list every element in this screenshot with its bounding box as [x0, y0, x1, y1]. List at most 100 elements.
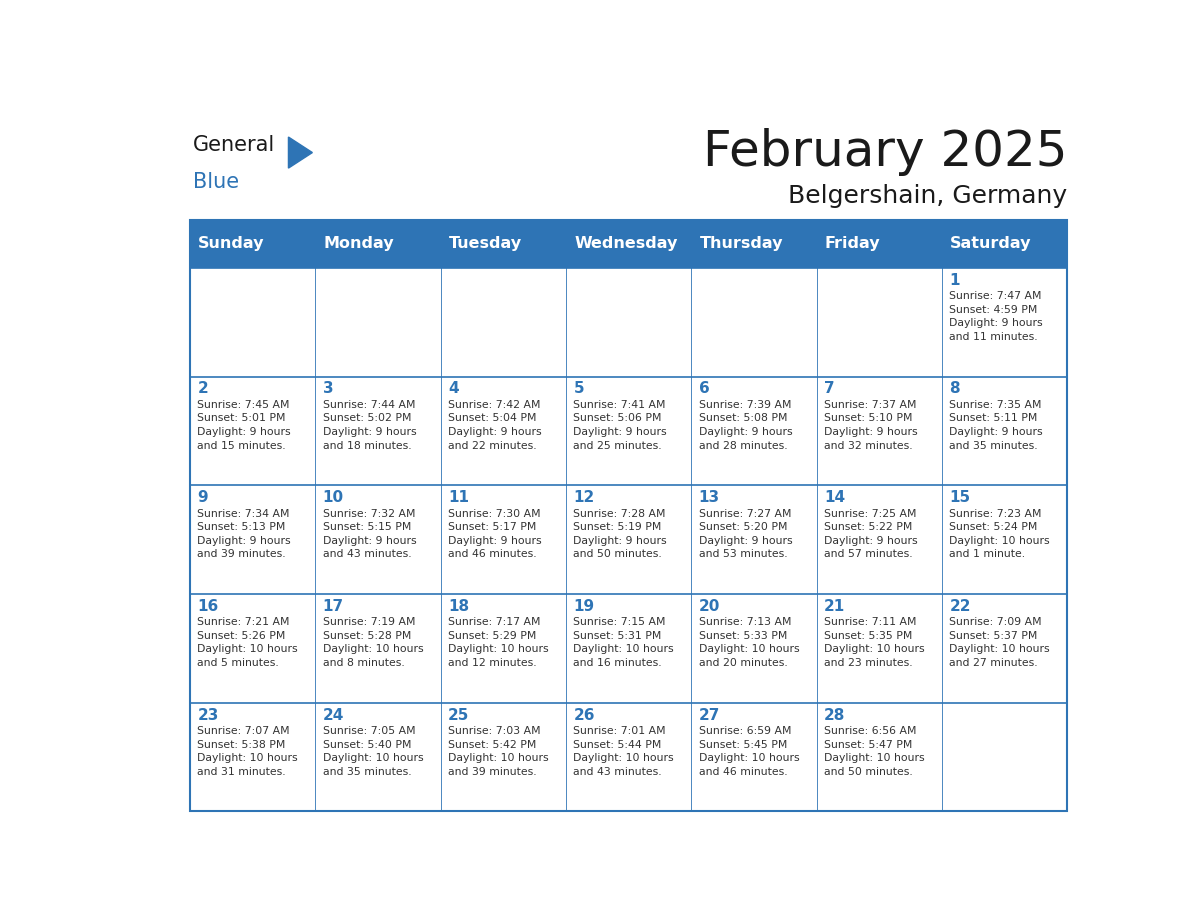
Bar	[816, 486, 942, 594]
Text: 4: 4	[448, 382, 459, 397]
Text: Sunrise: 7:45 AM
Sunset: 5:01 PM
Daylight: 9 hours
and 15 minutes.: Sunrise: 7:45 AM Sunset: 5:01 PM Dayligh…	[197, 400, 291, 451]
Bar	[691, 376, 816, 486]
Bar	[190, 268, 315, 376]
Text: Sunrise: 7:23 AM
Sunset: 5:24 PM
Daylight: 10 hours
and 1 minute.: Sunrise: 7:23 AM Sunset: 5:24 PM Dayligh…	[949, 509, 1050, 559]
Bar	[315, 268, 441, 376]
Text: Blue: Blue	[192, 173, 239, 193]
Text: Sunrise: 7:03 AM
Sunset: 5:42 PM
Daylight: 10 hours
and 39 minutes.: Sunrise: 7:03 AM Sunset: 5:42 PM Dayligh…	[448, 726, 549, 777]
Bar	[441, 486, 565, 594]
Text: 5: 5	[574, 382, 584, 397]
Bar	[565, 702, 691, 812]
Text: 17: 17	[323, 599, 343, 614]
Bar	[441, 702, 565, 812]
Text: 20: 20	[699, 599, 720, 614]
Bar	[942, 594, 1067, 702]
Text: Sunrise: 7:47 AM
Sunset: 4:59 PM
Daylight: 9 hours
and 11 minutes.: Sunrise: 7:47 AM Sunset: 4:59 PM Dayligh…	[949, 291, 1043, 341]
Polygon shape	[289, 137, 312, 168]
Bar	[315, 376, 441, 486]
Text: Sunrise: 7:32 AM
Sunset: 5:15 PM
Daylight: 9 hours
and 43 minutes.: Sunrise: 7:32 AM Sunset: 5:15 PM Dayligh…	[323, 509, 416, 559]
Bar	[691, 594, 816, 702]
Text: Sunrise: 6:56 AM
Sunset: 5:47 PM
Daylight: 10 hours
and 50 minutes.: Sunrise: 6:56 AM Sunset: 5:47 PM Dayligh…	[824, 726, 924, 777]
Text: Belgershain, Germany: Belgershain, Germany	[788, 185, 1067, 208]
Text: 1: 1	[949, 273, 960, 287]
Bar	[565, 268, 691, 376]
Bar	[190, 594, 315, 702]
Text: Sunrise: 7:30 AM
Sunset: 5:17 PM
Daylight: 9 hours
and 46 minutes.: Sunrise: 7:30 AM Sunset: 5:17 PM Dayligh…	[448, 509, 542, 559]
Text: 11: 11	[448, 490, 469, 505]
Text: 13: 13	[699, 490, 720, 505]
Text: Tuesday: Tuesday	[449, 236, 522, 252]
Text: Sunrise: 7:13 AM
Sunset: 5:33 PM
Daylight: 10 hours
and 20 minutes.: Sunrise: 7:13 AM Sunset: 5:33 PM Dayligh…	[699, 617, 800, 668]
Text: Sunrise: 7:25 AM
Sunset: 5:22 PM
Daylight: 9 hours
and 57 minutes.: Sunrise: 7:25 AM Sunset: 5:22 PM Dayligh…	[824, 509, 917, 559]
Bar	[942, 376, 1067, 486]
Text: Sunrise: 7:09 AM
Sunset: 5:37 PM
Daylight: 10 hours
and 27 minutes.: Sunrise: 7:09 AM Sunset: 5:37 PM Dayligh…	[949, 617, 1050, 668]
Text: Wednesday: Wednesday	[574, 236, 677, 252]
Text: Sunrise: 7:34 AM
Sunset: 5:13 PM
Daylight: 9 hours
and 39 minutes.: Sunrise: 7:34 AM Sunset: 5:13 PM Dayligh…	[197, 509, 291, 559]
Bar	[691, 486, 816, 594]
Text: 26: 26	[574, 708, 595, 722]
Bar	[315, 594, 441, 702]
Bar	[942, 702, 1067, 812]
Text: Sunrise: 7:37 AM
Sunset: 5:10 PM
Daylight: 9 hours
and 32 minutes.: Sunrise: 7:37 AM Sunset: 5:10 PM Dayligh…	[824, 400, 917, 451]
Bar	[565, 486, 691, 594]
Text: Sunrise: 7:44 AM
Sunset: 5:02 PM
Daylight: 9 hours
and 18 minutes.: Sunrise: 7:44 AM Sunset: 5:02 PM Dayligh…	[323, 400, 416, 451]
Bar	[565, 376, 691, 486]
Text: Sunday: Sunday	[198, 236, 265, 252]
Bar	[441, 594, 565, 702]
Text: Sunrise: 7:15 AM
Sunset: 5:31 PM
Daylight: 10 hours
and 16 minutes.: Sunrise: 7:15 AM Sunset: 5:31 PM Dayligh…	[574, 617, 674, 668]
Text: 19: 19	[574, 599, 594, 614]
Text: Sunrise: 7:28 AM
Sunset: 5:19 PM
Daylight: 9 hours
and 50 minutes.: Sunrise: 7:28 AM Sunset: 5:19 PM Dayligh…	[574, 509, 666, 559]
Bar	[190, 219, 1067, 812]
Bar	[190, 219, 1067, 268]
Text: Monday: Monday	[323, 236, 394, 252]
Text: 24: 24	[323, 708, 345, 722]
Text: Sunrise: 7:39 AM
Sunset: 5:08 PM
Daylight: 9 hours
and 28 minutes.: Sunrise: 7:39 AM Sunset: 5:08 PM Dayligh…	[699, 400, 792, 451]
Text: 6: 6	[699, 382, 709, 397]
Text: 22: 22	[949, 599, 971, 614]
Bar	[190, 702, 315, 812]
Bar	[816, 376, 942, 486]
Text: Friday: Friday	[824, 236, 880, 252]
Bar	[942, 268, 1067, 376]
Bar	[441, 268, 565, 376]
Text: Thursday: Thursday	[700, 236, 783, 252]
Text: Sunrise: 7:07 AM
Sunset: 5:38 PM
Daylight: 10 hours
and 31 minutes.: Sunrise: 7:07 AM Sunset: 5:38 PM Dayligh…	[197, 726, 298, 777]
Text: 12: 12	[574, 490, 594, 505]
Bar	[816, 268, 942, 376]
Text: 2: 2	[197, 382, 208, 397]
Text: Sunrise: 7:42 AM
Sunset: 5:04 PM
Daylight: 9 hours
and 22 minutes.: Sunrise: 7:42 AM Sunset: 5:04 PM Dayligh…	[448, 400, 542, 451]
Text: 3: 3	[323, 382, 334, 397]
Text: February 2025: February 2025	[703, 128, 1067, 176]
Text: 23: 23	[197, 708, 219, 722]
Text: Sunrise: 7:41 AM
Sunset: 5:06 PM
Daylight: 9 hours
and 25 minutes.: Sunrise: 7:41 AM Sunset: 5:06 PM Dayligh…	[574, 400, 666, 451]
Bar	[942, 486, 1067, 594]
Bar	[691, 268, 816, 376]
Text: 16: 16	[197, 599, 219, 614]
Text: Sunrise: 6:59 AM
Sunset: 5:45 PM
Daylight: 10 hours
and 46 minutes.: Sunrise: 6:59 AM Sunset: 5:45 PM Dayligh…	[699, 726, 800, 777]
Text: Sunrise: 7:21 AM
Sunset: 5:26 PM
Daylight: 10 hours
and 5 minutes.: Sunrise: 7:21 AM Sunset: 5:26 PM Dayligh…	[197, 617, 298, 668]
Text: 9: 9	[197, 490, 208, 505]
Text: 28: 28	[824, 708, 846, 722]
Text: 10: 10	[323, 490, 343, 505]
Text: 18: 18	[448, 599, 469, 614]
Text: Saturday: Saturday	[950, 236, 1032, 252]
Text: 25: 25	[448, 708, 469, 722]
Text: Sunrise: 7:17 AM
Sunset: 5:29 PM
Daylight: 10 hours
and 12 minutes.: Sunrise: 7:17 AM Sunset: 5:29 PM Dayligh…	[448, 617, 549, 668]
Bar	[691, 702, 816, 812]
Bar	[441, 376, 565, 486]
Text: Sunrise: 7:05 AM
Sunset: 5:40 PM
Daylight: 10 hours
and 35 minutes.: Sunrise: 7:05 AM Sunset: 5:40 PM Dayligh…	[323, 726, 423, 777]
Bar	[190, 376, 315, 486]
Text: Sunrise: 7:27 AM
Sunset: 5:20 PM
Daylight: 9 hours
and 53 minutes.: Sunrise: 7:27 AM Sunset: 5:20 PM Dayligh…	[699, 509, 792, 559]
Text: 27: 27	[699, 708, 720, 722]
Text: Sunrise: 7:19 AM
Sunset: 5:28 PM
Daylight: 10 hours
and 8 minutes.: Sunrise: 7:19 AM Sunset: 5:28 PM Dayligh…	[323, 617, 423, 668]
Text: 21: 21	[824, 599, 846, 614]
Bar	[565, 594, 691, 702]
Bar	[190, 486, 315, 594]
Bar	[816, 702, 942, 812]
Text: 14: 14	[824, 490, 845, 505]
Text: Sunrise: 7:11 AM
Sunset: 5:35 PM
Daylight: 10 hours
and 23 minutes.: Sunrise: 7:11 AM Sunset: 5:35 PM Dayligh…	[824, 617, 924, 668]
Text: 7: 7	[824, 382, 835, 397]
Bar	[315, 486, 441, 594]
Text: General: General	[192, 135, 274, 155]
Text: 8: 8	[949, 382, 960, 397]
